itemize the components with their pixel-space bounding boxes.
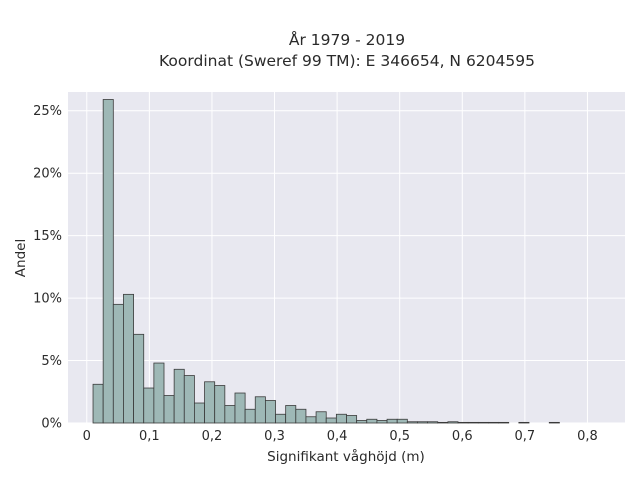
x-axis-ticks: 0 0,1 0,2 0,3 0,4 0,5 0,6 0,7 0,8 (83, 429, 598, 444)
x-tick-label: 0,1 (139, 429, 160, 444)
y-tick-label: 20% (33, 167, 62, 182)
histogram-bar (427, 421, 439, 424)
histogram-bar (295, 408, 307, 424)
histogram-bar (143, 387, 155, 424)
histogram-bar (447, 421, 459, 424)
histogram-bar (102, 99, 114, 424)
histogram-bar (488, 421, 499, 424)
y-axis-label: Andel (13, 239, 29, 277)
x-axis-label: Signifikant våghöjd (m) (267, 448, 425, 465)
histogram-bar (194, 402, 205, 424)
histogram-bar (133, 333, 145, 424)
histogram-bar (356, 420, 368, 424)
histogram-bar (112, 303, 124, 424)
histogram-bar (335, 413, 347, 424)
histogram-bar (548, 421, 560, 424)
y-tick-label: 0% (41, 417, 62, 432)
histogram-bar (92, 383, 104, 424)
x-tick-label: 0,3 (264, 429, 285, 444)
histogram-bar (214, 385, 226, 424)
histogram-bar (305, 416, 317, 424)
histogram-bar (264, 400, 276, 424)
chart-subtitle: Koordinat (Sweref 99 TM): E 346654, N 62… (159, 52, 535, 70)
x-tick-label: 0,7 (515, 429, 536, 444)
histogram-bar (346, 415, 358, 424)
histogram-bar (498, 421, 510, 424)
histogram-bar (254, 396, 266, 424)
histogram-bar (224, 405, 236, 424)
histogram-bar (234, 392, 246, 424)
histogram-bar (396, 418, 408, 424)
histogram-bar (406, 421, 418, 424)
y-axis-ticks: 0% 5% 10% 15% 20% 25% (33, 104, 62, 431)
histogram-bar (275, 413, 287, 424)
x-tick-label: 0 (83, 429, 91, 444)
chart-title: År 1979 - 2019 (289, 30, 405, 49)
x-tick-label: 0,5 (389, 429, 410, 444)
plot-area (68, 92, 625, 423)
histogram-bar (457, 421, 469, 424)
y-tick-label: 25% (33, 104, 62, 119)
x-tick-label: 0,8 (577, 429, 598, 444)
y-tick-label: 5% (41, 354, 62, 369)
histogram-bar (204, 381, 216, 424)
histogram-bar (163, 395, 175, 424)
x-tick-label: 0,2 (202, 429, 223, 444)
histogram-bar (315, 411, 327, 424)
y-tick-label: 15% (33, 229, 62, 244)
histogram-bar (325, 417, 337, 424)
histogram-bar (477, 421, 489, 424)
x-tick-label: 0,6 (452, 429, 473, 444)
x-tick-label: 0,4 (327, 429, 348, 444)
histogram-bar (376, 420, 388, 424)
histogram-bar (153, 362, 165, 424)
histogram-bar (386, 418, 398, 424)
y-tick-label: 10% (33, 292, 62, 307)
histogram-bar (437, 421, 449, 424)
histogram-bar (183, 375, 195, 424)
histogram-bars (92, 99, 560, 424)
histogram-bar (417, 421, 429, 424)
histogram-bar (285, 405, 297, 424)
grid-lines (68, 92, 625, 424)
histogram-bar (123, 293, 134, 424)
histogram-bar (366, 418, 378, 424)
histogram-bar (467, 421, 479, 424)
histogram-bar (244, 408, 256, 424)
histogram-bar (518, 421, 530, 424)
histogram-bar (173, 368, 185, 424)
